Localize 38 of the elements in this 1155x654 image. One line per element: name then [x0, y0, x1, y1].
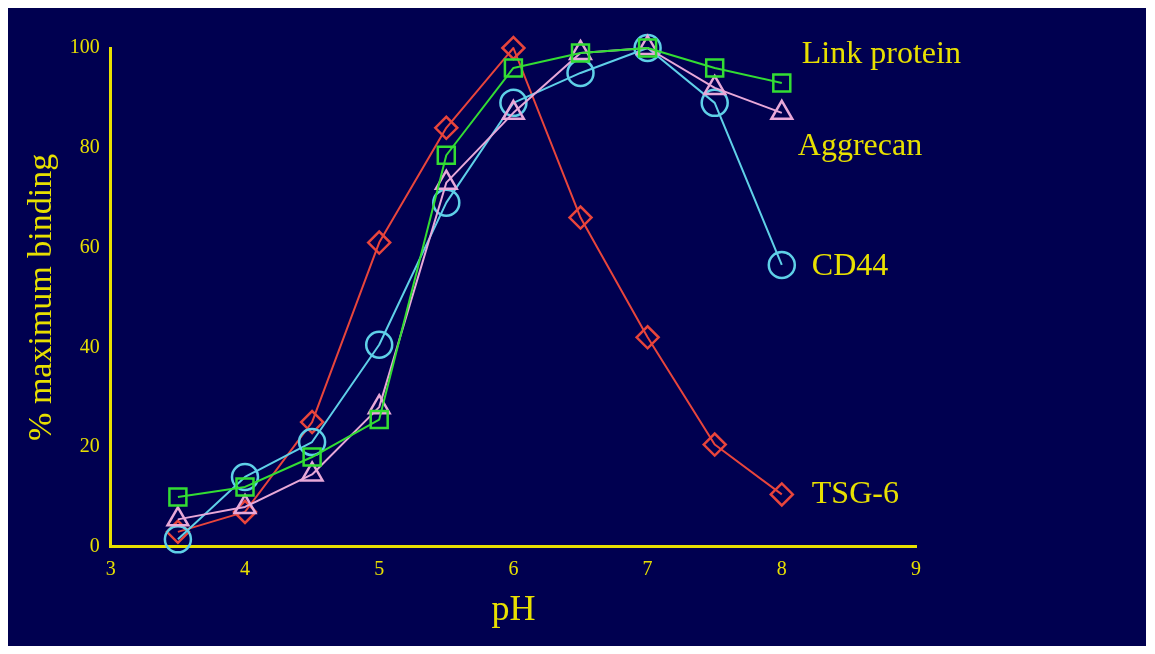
- x-axis-title: pH: [491, 587, 536, 628]
- point: [635, 325, 660, 350]
- y-tick-label: 100: [69, 35, 100, 58]
- y-axis-title: % maximum binding: [21, 153, 59, 441]
- series-label: Link protein: [801, 34, 961, 71]
- point: [369, 409, 389, 430]
- x-tick-label: 6: [508, 557, 519, 580]
- y-tick-label: 60: [79, 234, 100, 257]
- point: [501, 35, 526, 61]
- point: [702, 432, 727, 457]
- series-label: TSG-6: [811, 473, 899, 510]
- point: [434, 115, 459, 141]
- x-tick-label: 4: [240, 557, 250, 580]
- point: [769, 482, 795, 507]
- point: [704, 58, 725, 78]
- point: [767, 250, 797, 280]
- point: [700, 88, 729, 118]
- x-tick-label: 9: [911, 557, 921, 580]
- point: [772, 73, 792, 93]
- point: [503, 58, 524, 78]
- point: [364, 330, 394, 360]
- point: [568, 205, 593, 230]
- y-tick-label: 20: [79, 434, 100, 457]
- x-tick-label: 5: [374, 557, 385, 580]
- x-tick-label: 3: [105, 557, 116, 580]
- x-tick-label: 7: [642, 557, 653, 580]
- y-tick-label: 80: [79, 135, 100, 158]
- point: [299, 409, 325, 435]
- point: [163, 525, 193, 554]
- point: [436, 145, 457, 165]
- series-label: CD44: [811, 246, 889, 283]
- point: [168, 487, 188, 507]
- x-tick-label: 8: [776, 557, 787, 580]
- point: [366, 230, 392, 255]
- y-tick-label: 0: [89, 534, 100, 557]
- series-label: Aggrecan: [797, 126, 923, 163]
- point: [302, 447, 322, 467]
- y-tick-label: 40: [79, 334, 100, 357]
